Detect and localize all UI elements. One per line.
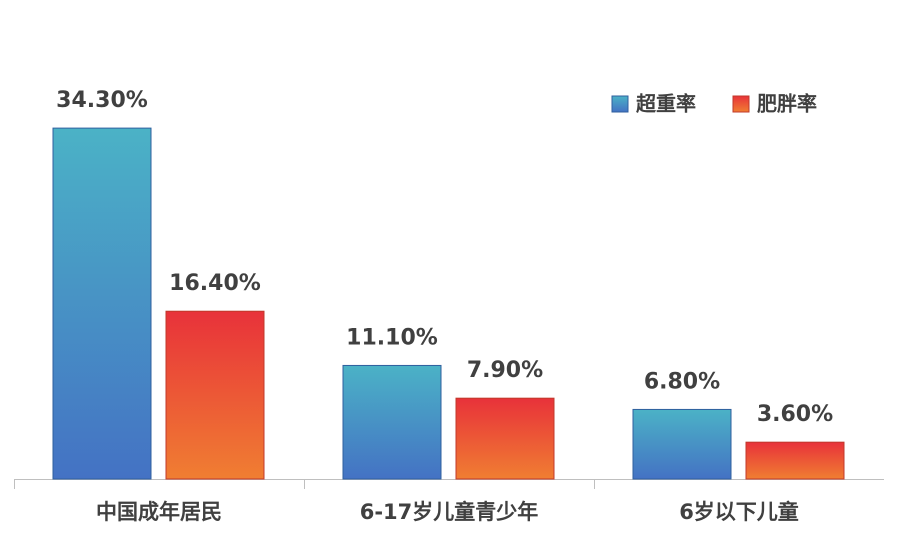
x-tick-label: 6-17岁儿童青少年: [360, 500, 539, 524]
value-label: 11.10%: [346, 325, 438, 350]
legend-label: 肥胖率: [757, 92, 817, 116]
bar: [342, 364, 442, 480]
legend-swatch: [732, 95, 750, 113]
bar: [52, 127, 152, 480]
x-tick-label: 6岁以下儿童: [679, 500, 799, 524]
legend-label: 超重率: [635, 92, 696, 116]
value-label: 6.80%: [644, 369, 720, 394]
value-label: 7.90%: [467, 358, 543, 383]
value-label: 3.60%: [757, 402, 833, 427]
x-tick-label: 中国成年居民: [96, 500, 222, 524]
legend-swatch: [611, 95, 629, 113]
bar: [165, 310, 265, 480]
bar: [632, 408, 732, 480]
value-label: 16.40%: [169, 271, 261, 296]
bar: [455, 397, 555, 480]
value-label: 34.30%: [56, 88, 148, 113]
bar: [745, 441, 845, 480]
